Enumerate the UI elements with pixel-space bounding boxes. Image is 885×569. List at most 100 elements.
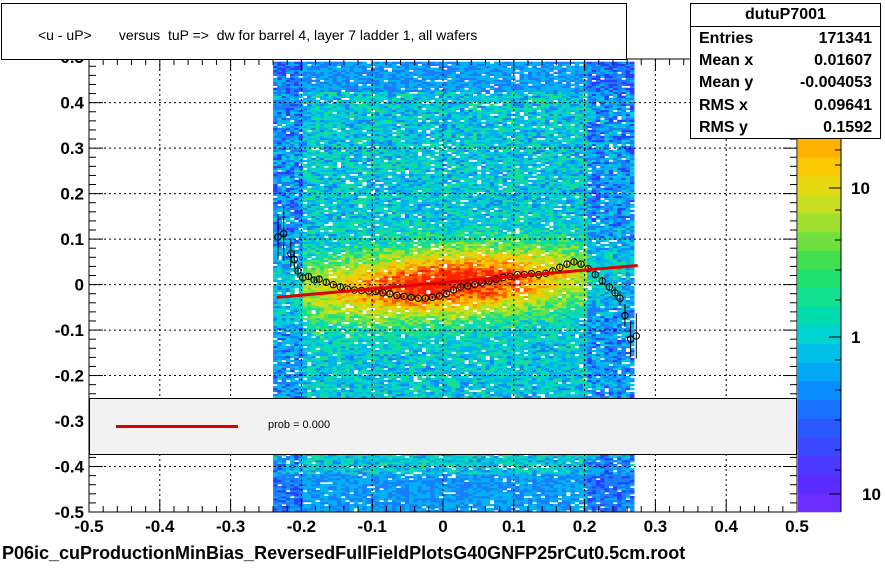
profile-point xyxy=(294,267,302,275)
profile-point xyxy=(626,335,635,343)
colorbar-segment xyxy=(798,269,841,289)
colorbar-segment xyxy=(798,381,841,401)
profile-point xyxy=(393,291,401,300)
colorbar-segment xyxy=(798,176,841,196)
title-box: <u - uP> versus tuP => dw for barrel 4, … xyxy=(1,3,627,60)
stat-label: RMS y xyxy=(699,119,748,136)
y-tick-label: -0.1 xyxy=(55,321,84,340)
x-tick-label: 0.5 xyxy=(785,517,809,536)
x-tick-label: 0.2 xyxy=(573,517,597,536)
x-tick-label: -0.2 xyxy=(287,517,316,536)
legend-fit-label: prob = 0.000 xyxy=(268,419,331,431)
colorbar-segment xyxy=(798,194,841,214)
y-tick-label: -0.4 xyxy=(55,458,85,477)
x-tick-label: -0.4 xyxy=(145,517,175,536)
profile-point xyxy=(329,280,337,289)
colorbar-label: 10 xyxy=(862,485,881,504)
x-tick-label: 0.3 xyxy=(644,517,668,536)
y-tick-label: -0.2 xyxy=(55,367,84,386)
colorbar-segment xyxy=(798,306,841,326)
stat-row-rms-y: RMS y 0.1592 xyxy=(699,119,872,141)
y-tick-label: -0.3 xyxy=(55,412,84,431)
profile-point xyxy=(570,258,578,266)
stat-row-rms-x: RMS x 0.09641 xyxy=(699,97,872,119)
profile-point xyxy=(428,293,437,302)
profile-point xyxy=(442,289,451,298)
profile-point xyxy=(616,294,624,302)
profile-point xyxy=(563,260,571,268)
stat-label: Mean x xyxy=(699,52,754,69)
profile-point xyxy=(274,233,282,241)
plot-title: <u - uP> versus tuP => dw for barrel 4, … xyxy=(38,27,478,43)
colorbar-segment xyxy=(798,250,841,270)
profile-point xyxy=(449,286,458,294)
y-tick-label: 0.3 xyxy=(60,139,84,158)
y-tick-label: -0.5 xyxy=(55,503,84,522)
profile-point xyxy=(605,283,614,291)
x-tick-label: -0.3 xyxy=(216,517,245,536)
stat-value: 0.09641 xyxy=(814,97,872,114)
profile-point xyxy=(315,275,323,283)
colorbar-segment xyxy=(798,456,841,475)
stat-label: Entries xyxy=(699,30,754,47)
colorbar-segment xyxy=(798,493,841,513)
profile-point xyxy=(611,289,619,297)
stat-value: 0.01607 xyxy=(814,52,872,69)
stat-row-entries: Entries 171341 xyxy=(699,30,872,52)
profile-point xyxy=(322,278,330,287)
colorbar-segment xyxy=(798,400,841,420)
colorbar-segment xyxy=(798,362,841,382)
fit-line xyxy=(276,263,638,299)
y-tick-label: 0.2 xyxy=(60,185,84,204)
colorbar-label: 10 xyxy=(851,179,870,198)
profile-point xyxy=(400,292,408,301)
profile-point xyxy=(598,277,606,285)
stats-name: dutuP7001 xyxy=(745,6,826,23)
profile-point xyxy=(407,293,415,302)
colorbar-segment xyxy=(798,344,841,364)
profile-point xyxy=(471,280,479,289)
colorbar-segment xyxy=(798,437,841,457)
colorbar-segment xyxy=(798,474,841,494)
profile-point xyxy=(421,294,429,302)
stat-value: 171341 xyxy=(818,30,872,47)
stats-box: dutuP7001 Entries 171341 Mean x 0.01607 … xyxy=(690,3,881,139)
x-tick-label: 0 xyxy=(438,517,447,536)
colorbar-label: 1 xyxy=(851,328,860,347)
x-tick-label: 0.1 xyxy=(502,517,526,536)
profile-point xyxy=(310,276,318,284)
colorbar-segment xyxy=(798,213,841,233)
profile-point xyxy=(290,255,299,264)
colorbar-segment xyxy=(798,139,841,158)
stat-value: 0.1592 xyxy=(823,119,872,136)
stat-row-mean-x: Mean x 0.01607 xyxy=(699,52,872,74)
profile-point xyxy=(336,283,345,291)
stat-value: -0.004053 xyxy=(799,74,872,91)
colorbar-segment xyxy=(798,325,841,345)
profile-point xyxy=(386,289,394,298)
colorbar: 10 1 10 xyxy=(798,139,881,513)
stat-label: RMS x xyxy=(699,97,748,114)
y-tick-label: 0.1 xyxy=(60,230,84,249)
stat-label: Mean y xyxy=(699,74,754,91)
y-tick-label: 0 xyxy=(75,276,84,295)
profile-point xyxy=(556,263,564,272)
profile-point xyxy=(621,311,629,320)
legend-box: prob = 0.000 xyxy=(89,398,797,455)
legend-fit-line xyxy=(116,425,238,428)
profile-point xyxy=(414,294,422,302)
colorbar-segment xyxy=(798,418,841,438)
profile-point xyxy=(464,282,472,290)
profile-point xyxy=(457,283,465,291)
profile-point xyxy=(379,289,387,297)
colorbar-segment xyxy=(798,157,841,177)
colorbar-segment xyxy=(798,288,841,308)
profile-point xyxy=(280,229,288,238)
profile-point xyxy=(632,332,640,340)
stat-row-mean-y: Mean y -0.004053 xyxy=(699,74,872,96)
stats-separator xyxy=(691,26,880,27)
x-tick-label: 0.4 xyxy=(714,517,738,536)
grid xyxy=(89,59,797,512)
profile-point xyxy=(591,270,599,279)
x-tick-label: -0.5 xyxy=(74,517,103,536)
